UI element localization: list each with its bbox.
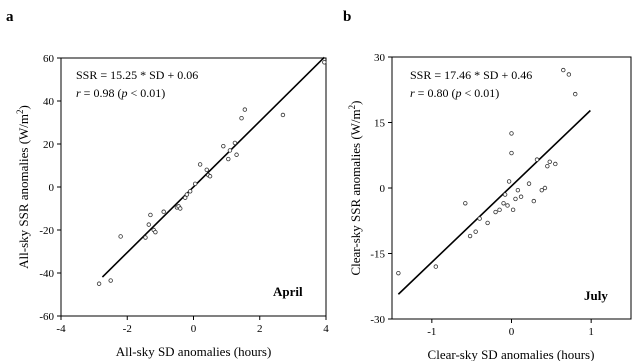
data-point	[509, 150, 514, 156]
data-point	[473, 229, 478, 234]
data-point	[542, 185, 548, 191]
data-point	[493, 209, 498, 215]
data-point	[227, 148, 233, 153]
panel-b-points	[396, 67, 578, 276]
data-point	[501, 201, 506, 206]
x-tick-label: 4	[323, 323, 329, 335]
data-point	[513, 196, 518, 202]
y-tick-label: 20	[43, 139, 55, 151]
panel-b-r-text: r = 0.80 (p < 0.01)	[410, 86, 499, 100]
panel-b-chart: b -1 0 1 -30 -15 0 15 30 SSR = 17.46 * SD + 0.4…	[343, 9, 632, 361]
data-point	[497, 207, 502, 213]
y-tick-label: -20	[39, 225, 54, 237]
data-point	[467, 233, 473, 239]
data-point	[192, 181, 198, 186]
panel-a-equation: SSR = 15.25 * SD + 0.06	[76, 68, 198, 82]
data-point	[280, 112, 286, 118]
panel-b-label: b	[343, 9, 351, 25]
data-point	[477, 216, 482, 221]
data-point	[153, 229, 158, 235]
x-tick-label: 2	[257, 323, 263, 335]
panel-b-ylabel: Clear-sky SSR anomalies (W/m2)	[347, 100, 363, 275]
data-point	[197, 162, 203, 167]
data-point	[234, 152, 239, 157]
data-point	[239, 115, 244, 121]
data-point	[547, 159, 552, 164]
data-point	[146, 222, 151, 227]
data-point	[561, 67, 566, 73]
y-tick-label: -15	[370, 249, 385, 261]
y-tick-label: -60	[39, 311, 54, 323]
data-point	[96, 281, 102, 286]
data-point	[463, 201, 468, 206]
data-point	[148, 212, 153, 218]
data-point	[545, 163, 550, 169]
data-point	[531, 198, 537, 204]
data-point	[242, 107, 248, 112]
data-point	[161, 209, 166, 214]
panel-a-month: April	[273, 284, 303, 299]
y-tick-label: -40	[39, 268, 54, 280]
panel-a-fit	[101, 56, 325, 278]
data-point	[226, 156, 231, 162]
panel-a-xlabel: All-sky SD anomalies (hours)	[116, 344, 272, 359]
data-point	[184, 192, 190, 197]
regression-line	[397, 109, 591, 295]
panel-a-r-text: r = 0.98 (p < 0.01)	[76, 86, 165, 100]
data-point	[518, 194, 524, 199]
x-tick-label: 0	[191, 323, 197, 335]
data-point	[566, 72, 572, 77]
y-tick-label: 30	[374, 52, 386, 64]
panel-b-month: July	[584, 288, 608, 303]
data-point	[207, 174, 213, 179]
data-point	[433, 264, 439, 269]
data-point	[485, 220, 490, 226]
x-tick-label: 1	[588, 326, 594, 338]
data-point	[553, 161, 558, 167]
data-point	[143, 235, 148, 240]
data-point	[108, 278, 113, 283]
panel-b-fit	[397, 109, 591, 295]
y-tick-label: 15	[374, 118, 386, 130]
y-tick-label: 0	[380, 183, 386, 195]
data-point	[178, 206, 183, 211]
data-point	[534, 157, 540, 162]
x-tick-label: -4	[56, 323, 66, 335]
panel-b-xlabel: Clear-sky SD anomalies (hours)	[428, 347, 595, 361]
x-tick-label: -1	[427, 326, 436, 338]
panel-a-ylabel: All-sky SSR anomalies (W/m2)	[15, 105, 31, 269]
data-point	[526, 181, 532, 186]
panel-b-ticks: -1 0 1 -30 -15 0 15 30	[370, 52, 594, 338]
y-tick-label: 60	[43, 53, 55, 65]
y-tick-label: 40	[43, 96, 55, 108]
data-point	[204, 167, 209, 172]
data-point	[505, 203, 510, 208]
data-point	[232, 140, 238, 146]
data-point	[539, 187, 544, 193]
x-tick-label: 0	[509, 326, 515, 338]
y-tick-label: 0	[49, 182, 55, 194]
data-point	[515, 187, 521, 193]
data-point	[118, 234, 123, 239]
panel-a-label: a	[6, 9, 14, 25]
data-point	[573, 91, 578, 97]
data-point	[187, 189, 193, 194]
data-point	[502, 192, 508, 197]
data-point	[322, 60, 327, 65]
data-point	[509, 131, 514, 136]
panel-a-points	[96, 60, 327, 286]
data-point	[506, 179, 512, 184]
y-tick-label: -30	[370, 314, 385, 326]
data-point	[221, 143, 226, 149]
panel-b-equation: SSR = 17.46 * SD + 0.46	[410, 68, 532, 82]
x-tick-label: -2	[123, 323, 132, 335]
data-point	[396, 270, 401, 276]
regression-line	[101, 56, 325, 278]
data-point	[510, 207, 516, 213]
